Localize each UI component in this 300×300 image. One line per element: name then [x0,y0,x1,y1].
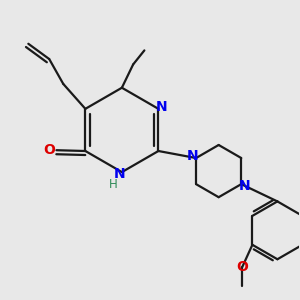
Text: N: N [187,149,199,164]
Text: O: O [236,260,248,274]
Text: N: N [114,167,126,181]
Text: H: H [109,178,117,190]
Text: N: N [239,179,250,193]
Text: N: N [155,100,167,114]
Text: O: O [43,143,55,157]
